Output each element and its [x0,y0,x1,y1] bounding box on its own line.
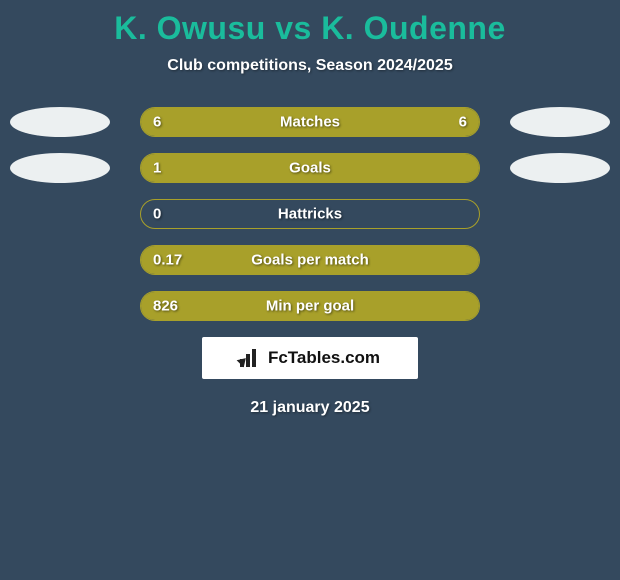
stat-row: 1 Goals [0,153,620,183]
player2-name: K. Oudenne [321,10,506,46]
attribution-badge: FcTables.com [202,337,418,379]
stat-value-right: 6 [459,114,467,131]
attribution-text: FcTables.com [268,348,380,368]
stat-bar: 0.17 Goals per match [140,245,480,275]
chart-icon [240,349,262,367]
stat-row: 826 Min per goal [0,291,620,321]
stat-label: Goals per match [251,252,369,269]
stats-rows: 6 6 Matches 1 Goals 0 Hattricks 0.17 Goals per m… [0,107,620,321]
comparison-title: K. Owusu vs K. Oudenne [0,0,620,47]
vs-text: vs [275,10,312,46]
player1-club-logo [10,153,110,183]
stat-value-left: 826 [153,298,178,315]
player1-club-logo [10,107,110,137]
stat-value-left: 6 [153,114,161,131]
stat-row: 6 6 Matches [0,107,620,137]
date-label: 21 january 2025 [0,399,620,417]
player2-club-logo [510,107,610,137]
stat-bar: 0 Hattricks [140,199,480,229]
stat-bar: 1 Goals [140,153,480,183]
player1-name: K. Owusu [114,10,266,46]
stat-value-left: 1 [153,160,161,177]
stat-label: Hattricks [278,206,342,223]
stat-label: Matches [280,114,340,131]
stat-row: 0 Hattricks [0,199,620,229]
stat-bar: 826 Min per goal [140,291,480,321]
stat-value-left: 0 [153,206,161,223]
player2-club-logo [510,153,610,183]
stat-label: Goals [289,160,331,177]
subtitle: Club competitions, Season 2024/2025 [0,57,620,75]
stat-row: 0.17 Goals per match [0,245,620,275]
stat-label: Min per goal [266,298,354,315]
stat-value-left: 0.17 [153,252,182,269]
stat-bar: 6 6 Matches [140,107,480,137]
